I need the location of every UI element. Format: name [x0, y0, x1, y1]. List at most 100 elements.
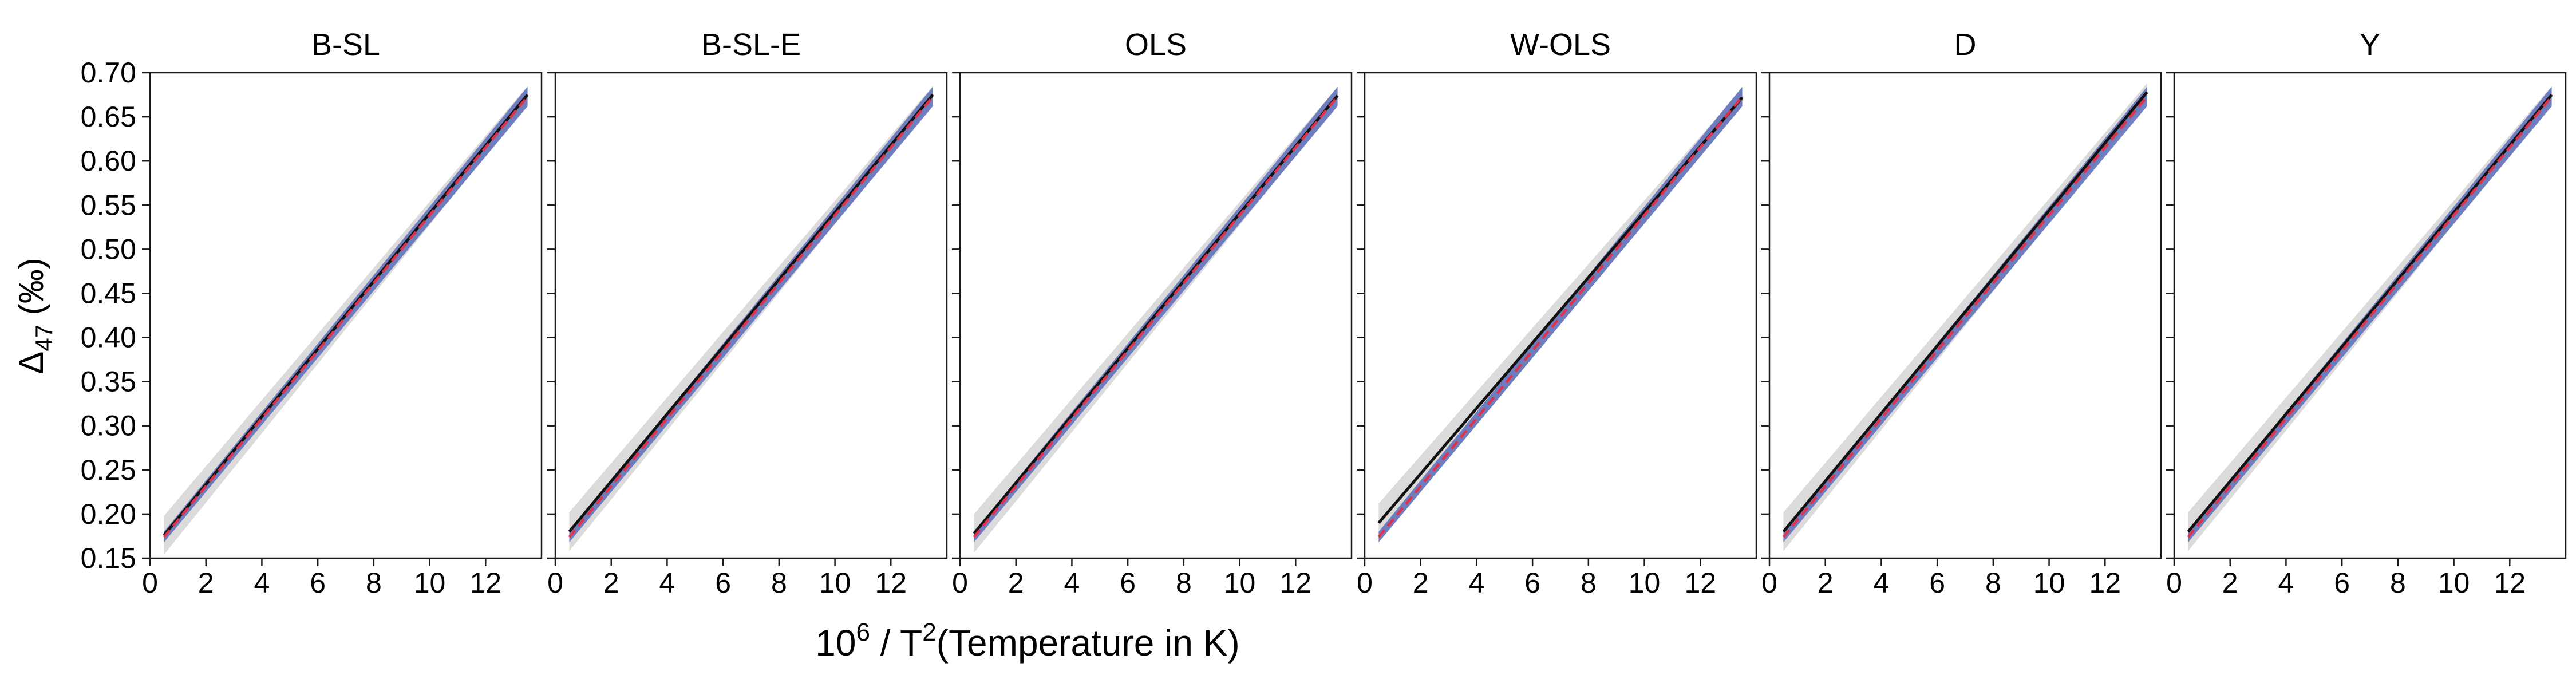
red-dashed-line — [1782, 96, 2148, 538]
x-tick-label: 6 — [1929, 567, 1945, 599]
x-tick-label: 2 — [1818, 567, 1834, 599]
y-label-sub: 47 — [30, 325, 57, 352]
x-tick-label: 2 — [2222, 567, 2238, 599]
panel-title: Y — [2360, 27, 2380, 62]
blue-band — [1783, 86, 2147, 543]
panel-title: D — [1954, 27, 1977, 62]
x-axis-label: 106 / T2(Temperature in K) — [815, 618, 1239, 664]
x-tick-label: 10 — [1629, 567, 1661, 599]
y-label-main: Δ — [12, 352, 50, 374]
red-dashed-line — [1377, 96, 1744, 538]
x-tick-label: 4 — [659, 567, 675, 599]
plot-area — [163, 86, 529, 555]
x-tick-label: 10 — [2033, 567, 2065, 599]
x-tick-label: 10 — [1224, 567, 1256, 599]
panel-border — [959, 72, 1353, 559]
red-dashed-line — [163, 96, 529, 538]
panel-b-sl: B-SL 0 2 4 6 8 10 12 0.15 0.20 0.25 0.30 0.35 0.40 0.4… — [81, 27, 543, 599]
black-fit-line — [1377, 96, 1744, 524]
panel-border — [1768, 72, 2162, 559]
y-tick-label: 0.65 — [81, 101, 136, 133]
x-tick-label: 6 — [1524, 567, 1540, 599]
y-tick-label: 0.70 — [81, 57, 136, 89]
x-label-mid: / T — [870, 622, 922, 664]
panel-b-sl-e: B-SL-E 0 2 4 6 8 10 12 — [547, 27, 948, 599]
plot-area — [1377, 86, 1744, 543]
panel-title: W-OLS — [1510, 27, 1611, 62]
red-dashed-line — [2187, 96, 2553, 538]
panel-ols: OLS 0 2 4 6 8 10 12 — [952, 27, 1353, 599]
y-tick-label: 0.15 — [81, 542, 136, 574]
x-tick-label: 6 — [715, 567, 731, 599]
panel-w-ols: W-OLS 0 2 4 6 8 10 12 — [1357, 27, 1757, 599]
x-tick-label: 4 — [1064, 567, 1080, 599]
x-tick-label: 12 — [469, 567, 501, 599]
plot-area — [2187, 86, 2553, 551]
y-label-rest: (‰) — [12, 258, 50, 325]
y-tick-label: 0.60 — [81, 145, 136, 177]
panel-title: B-SL-E — [701, 27, 801, 62]
x-tick-label: 2 — [1008, 567, 1024, 599]
x-tick-label: 6 — [310, 567, 326, 599]
panel-title: OLS — [1125, 27, 1187, 62]
plot-area — [973, 86, 1339, 553]
x-tick-label: 0 — [142, 567, 158, 599]
x-tick-label: 12 — [2089, 567, 2121, 599]
x-tick-label: 12 — [875, 567, 907, 599]
x-tick-label: 8 — [1985, 567, 2001, 599]
y-tick-label: 0.20 — [81, 498, 136, 530]
plot-area — [1782, 83, 2148, 551]
y-tick-label: 0.35 — [81, 366, 136, 398]
x-label-pre: 10 — [815, 622, 856, 664]
x-tick-label: 2 — [1413, 567, 1429, 599]
panel-border — [1364, 72, 1757, 559]
x-tick-label: 0 — [547, 567, 563, 599]
x-tick-label: 2 — [603, 567, 619, 599]
x-tick-label: 0 — [1761, 567, 1777, 599]
panel-d: D 0 2 4 6 8 10 12 — [1761, 27, 2162, 599]
black-fit-line — [973, 94, 1339, 535]
blue-band — [1378, 86, 1743, 543]
x-tick-label: 6 — [2334, 567, 2350, 599]
x-tick-label: 10 — [819, 567, 851, 599]
x-tick-label: 8 — [1581, 567, 1597, 599]
black-fit-line — [1782, 91, 2148, 533]
y-tick-label: 0.40 — [81, 322, 136, 354]
y-tick-label: 0.55 — [81, 189, 136, 221]
x-tick-label: 8 — [2390, 567, 2406, 599]
x-tick-label: 0 — [952, 567, 968, 599]
y-tick-label: 0.45 — [81, 277, 136, 309]
y-tick-label: 0.50 — [81, 233, 136, 265]
x-tick-label: 12 — [1279, 567, 1311, 599]
x-tick-label: 12 — [2494, 567, 2526, 599]
y-tick-label: 0.30 — [81, 410, 136, 442]
x-tick-label: 0 — [1357, 567, 1373, 599]
x-tick-label: 4 — [2278, 567, 2294, 599]
x-tick-label: 10 — [414, 567, 446, 599]
panel-border — [149, 72, 543, 559]
x-label-sup2: 2 — [922, 618, 936, 646]
y-axis-label: Δ47 (‰) — [12, 258, 57, 374]
x-tick-label: 2 — [198, 567, 214, 599]
x-tick-label: 4 — [254, 567, 270, 599]
panel-border — [2173, 72, 2567, 559]
red-dashed-line — [568, 96, 934, 538]
black-fit-line — [2187, 93, 2553, 533]
panel-y: Y 0 2 4 6 8 10 12 — [2166, 27, 2567, 599]
x-tick-label: 4 — [1874, 567, 1890, 599]
panel-border — [554, 72, 948, 559]
panels-layer: B-SL 0 2 4 6 8 10 12 0.15 0.20 0.25 0.30 0.35 0.40 0.4… — [81, 27, 2567, 599]
x-tick-label: 8 — [771, 567, 787, 599]
x-tick-label: 0 — [2166, 567, 2182, 599]
x-tick-label: 8 — [1176, 567, 1192, 599]
x-tick-label: 6 — [1120, 567, 1136, 599]
x-tick-label: 4 — [1469, 567, 1485, 599]
red-dashed-line — [973, 96, 1339, 538]
x-tick-label: 12 — [1684, 567, 1716, 599]
x-label-post: (Temperature in K) — [937, 622, 1240, 664]
x-tick-label: 8 — [366, 567, 382, 599]
y-tick-label: 0.25 — [81, 454, 136, 486]
panel-title: B-SL — [311, 27, 380, 62]
black-fit-line — [568, 93, 934, 533]
